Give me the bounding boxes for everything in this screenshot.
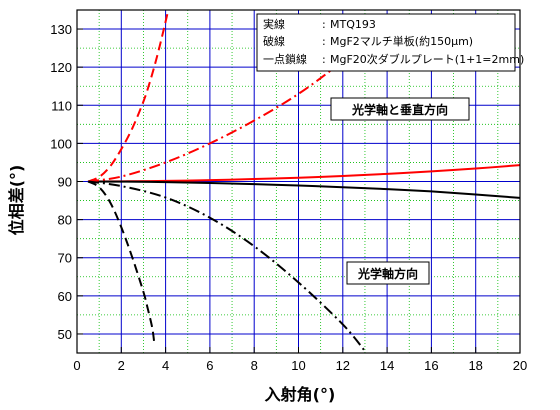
- legend-value-dashed: MgF2マルチ単板(約150μm): [330, 34, 473, 48]
- x-tick-label: 6: [206, 358, 213, 373]
- x-tick-label: 12: [336, 358, 350, 373]
- axis-ticks: 0 2 4 6 8 10 12 14 16 18 20 50 60 70 80 90 100 110 120 130: [50, 22, 527, 373]
- legend-colon-solid: :: [322, 18, 326, 31]
- x-tick-label: 0: [73, 358, 80, 373]
- annotation-parallel-text: 光学軸方向: [357, 266, 418, 281]
- legend: 実線 : MTQ193 破線 : MgF2マルチ単板(約150μm) 一点鎖線 …: [256, 13, 524, 72]
- annotation-perpendicular: 光学軸と垂直方向: [330, 97, 470, 121]
- x-tick-label: 14: [380, 358, 394, 373]
- y-tick-label: 50: [58, 327, 72, 342]
- legend-colon-dashdot: :: [322, 53, 326, 66]
- series-line-solid-black: [88, 180, 520, 199]
- series-line-dash-black: [87, 180, 156, 346]
- y-tick-label: 70: [58, 251, 72, 266]
- y-tick-label: 120: [50, 60, 72, 75]
- legend-box: [256, 13, 516, 72]
- y-tick-label: 90: [58, 175, 72, 190]
- legend-value-dashdot: MgF20次ダブルプレート(1+1=2mm): [330, 52, 524, 66]
- annotation-perpendicular-box: [330, 97, 470, 121]
- annotation-perpendicular-text: 光学軸と垂直方向: [351, 102, 448, 117]
- x-tick-label: 18: [468, 358, 482, 373]
- x-tick-label: 2: [118, 358, 125, 373]
- legend-key-dashed: 破線: [263, 34, 285, 48]
- series-line-dashdot-black: [87, 180, 366, 352]
- legend-key-solid: 実線: [263, 17, 285, 31]
- legend-key-dashdot: 一点鎖線: [263, 52, 307, 66]
- x-tick-label: 8: [251, 358, 258, 373]
- annotation-parallel: 光学軸方向: [346, 261, 430, 285]
- x-axis-title: 入射角(°): [265, 385, 336, 404]
- y-axis-title: 位相差(°): [7, 165, 26, 236]
- x-tick-label: 4: [162, 358, 169, 373]
- y-tick-label: 110: [51, 98, 72, 113]
- series-group: [87, 10, 520, 352]
- y-tick-label: 80: [58, 213, 72, 228]
- annotation-parallel-box: [346, 261, 430, 285]
- x-tick-label: 20: [513, 358, 527, 373]
- y-tick-label: 100: [50, 136, 72, 151]
- x-tick-label: 10: [291, 358, 305, 373]
- y-tick-label: 130: [50, 22, 72, 37]
- x-tick-label: 16: [424, 358, 438, 373]
- legend-value-solid: MTQ193: [330, 18, 376, 31]
- legend-colon-dashed: :: [322, 35, 326, 48]
- series-line-dash-red: [87, 10, 170, 183]
- y-tick-label: 60: [58, 289, 72, 304]
